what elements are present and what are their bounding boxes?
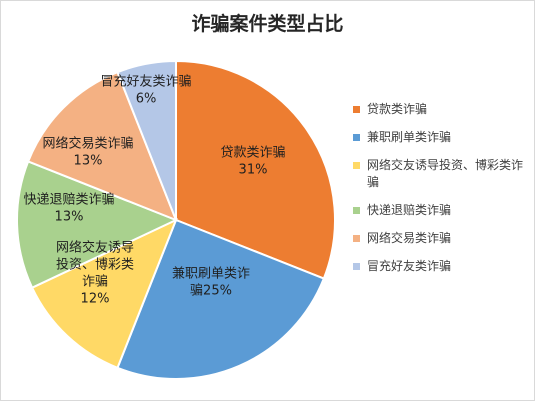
- chart-title: 诈骗案件类型占比: [191, 13, 344, 35]
- legend-swatch: [353, 263, 360, 270]
- pie-slice-0: [175, 59, 336, 280]
- legend-item-2: 网络交友诱导投资、博彩类诈骗: [353, 157, 533, 191]
- slice-label-3: 快递退赔类诈骗 13%: [23, 193, 114, 225]
- pie-slice-4: [26, 70, 178, 222]
- slice-label-0: 贷款类诈骗 31%: [220, 146, 285, 178]
- legend-item-1: 兼职刷单类诈骗: [353, 129, 533, 146]
- pie-slice-5: [116, 59, 177, 221]
- slice-label-5: 冒充好友类诈骗 6%: [100, 74, 191, 107]
- legend-swatch: [353, 235, 360, 242]
- legend-item-0: 贷款类诈骗: [353, 101, 533, 118]
- pie-slice-1: [116, 218, 326, 380]
- slice-label-2: 网络交友诱导投资、博彩类诈骗 12%: [56, 240, 134, 307]
- legend-item-3: 快递退赔类诈骗: [353, 202, 533, 219]
- pie-slice-3: [16, 160, 179, 290]
- legend-label: 冒充好友类诈骗: [367, 259, 452, 273]
- legend-swatch: [353, 207, 360, 214]
- legend-label: 快递退赔类诈骗: [367, 203, 452, 217]
- legend-label: 贷款类诈骗: [367, 102, 428, 116]
- slice-label-1: 兼职刷单类诈骗25%: [172, 267, 250, 299]
- legend-swatch: [353, 134, 360, 141]
- legend: 贷款类诈骗兼职刷单类诈骗网络交友诱导投资、博彩类诈骗快递退赔类诈骗 网络交易类诈骗…: [353, 101, 533, 286]
- pie-slice-2: [30, 218, 178, 370]
- slice-label-4: 网络交易类诈骗 13%: [42, 136, 133, 169]
- legend-item-5: 冒充好友类诈骗: [353, 258, 533, 275]
- legend-swatch: [353, 162, 360, 169]
- legend-label: 网络交易类诈骗: [367, 231, 452, 245]
- legend-swatch: [353, 106, 360, 113]
- legend-label: 网络交友诱导投资、博彩类诈骗: [367, 158, 524, 189]
- legend-item-4: 网络交易类诈骗: [353, 230, 533, 247]
- legend-label: 兼职刷单类诈骗: [367, 130, 452, 144]
